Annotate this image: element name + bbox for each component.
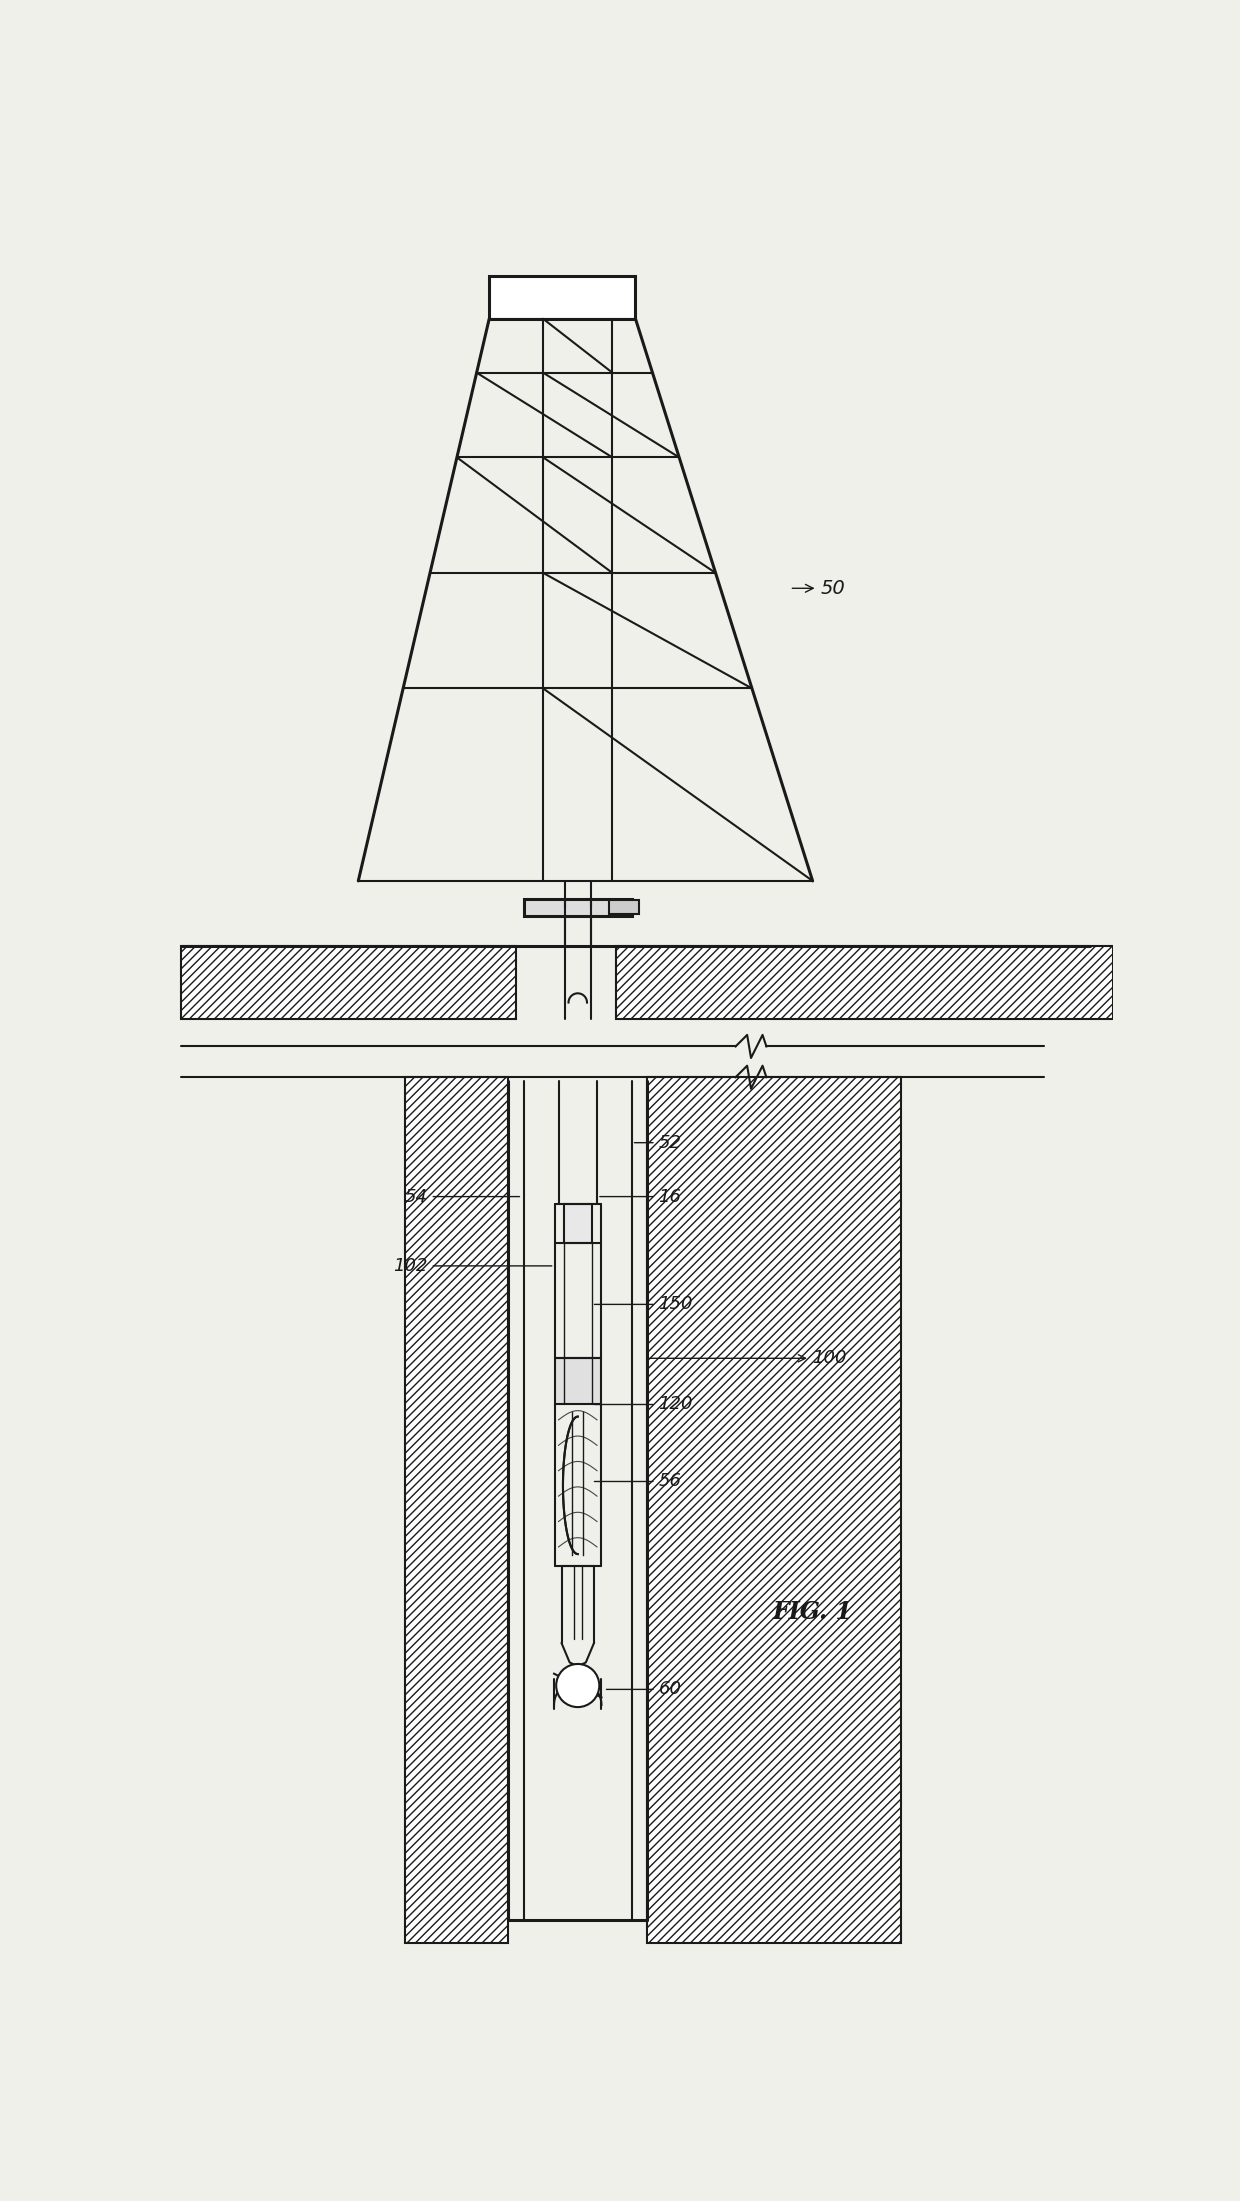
Circle shape — [557, 1664, 599, 1708]
Bar — [404, 1076, 508, 1943]
Bar — [616, 946, 1112, 1019]
Bar — [564, 1204, 591, 1244]
Bar — [490, 277, 635, 319]
Bar — [181, 946, 516, 1019]
Bar — [523, 898, 631, 916]
Text: 120: 120 — [594, 1395, 693, 1413]
Bar — [554, 1358, 601, 1404]
Text: 52: 52 — [635, 1134, 682, 1151]
Text: 54: 54 — [404, 1189, 520, 1206]
Bar — [647, 1076, 901, 1943]
Text: 16: 16 — [600, 1189, 682, 1206]
Text: FIG. 1: FIG. 1 — [773, 1600, 853, 1624]
Text: 60: 60 — [606, 1679, 682, 1699]
Text: 150: 150 — [594, 1296, 693, 1314]
Text: 50: 50 — [792, 579, 844, 599]
Bar — [609, 900, 640, 913]
Text: 56: 56 — [594, 1472, 682, 1490]
Text: 100: 100 — [650, 1349, 847, 1367]
Text: 102: 102 — [393, 1257, 552, 1274]
